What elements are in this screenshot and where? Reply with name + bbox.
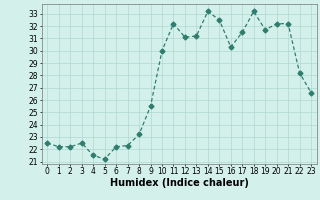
- X-axis label: Humidex (Indice chaleur): Humidex (Indice chaleur): [110, 178, 249, 188]
